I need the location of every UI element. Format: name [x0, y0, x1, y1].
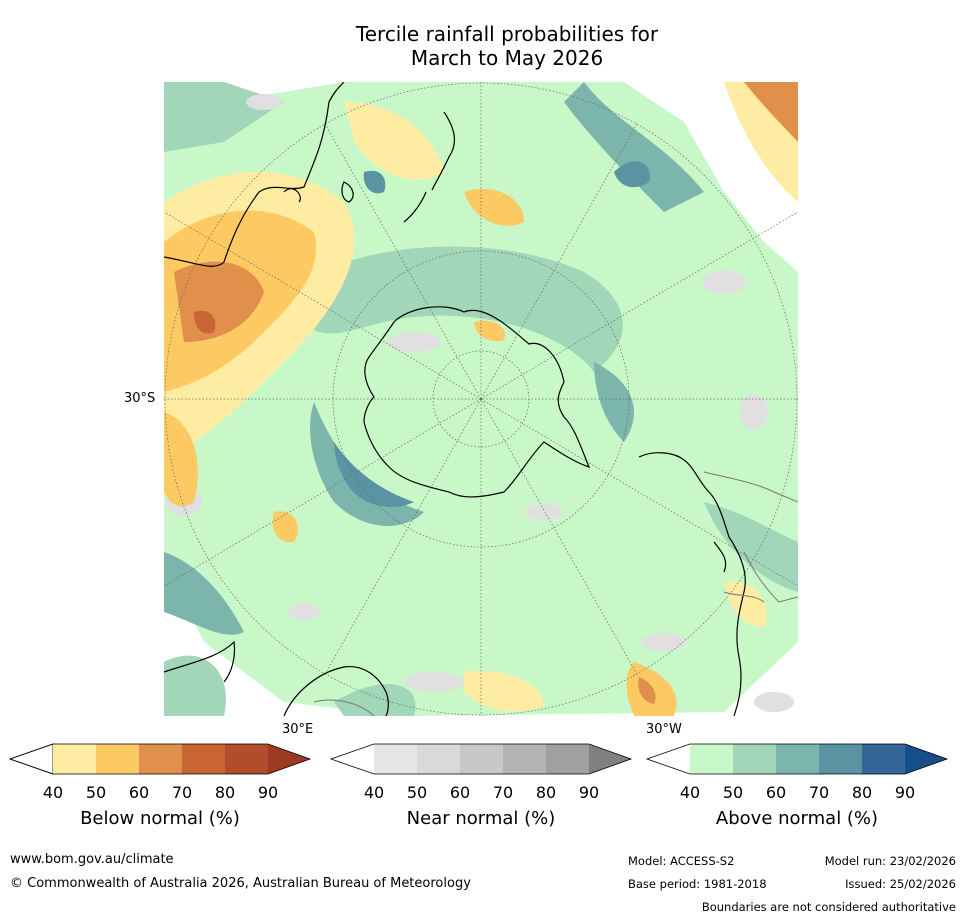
cbar-near-swatch-3 — [460, 744, 503, 774]
colorbar-near-normal-svg — [329, 743, 633, 775]
footer-model: Model: ACCESS-S2 — [628, 854, 735, 868]
antarctica-coast — [363, 306, 591, 498]
cbar-above-swatch-1 — [690, 744, 733, 774]
cbar-below-swatch-4 — [182, 744, 225, 774]
south-america-coast — [638, 452, 746, 716]
colorbar-near-normal — [329, 743, 633, 775]
below-normal-regions — [164, 82, 798, 716]
cbar-below-tick-5: 90 — [257, 783, 279, 802]
lon-label-30e: 30°E — [282, 722, 314, 737]
cbar-near-tick-0: 40 — [363, 783, 385, 802]
polar-map-svg — [164, 82, 798, 716]
map-title-line2: March to May 2026 — [410, 46, 604, 70]
map-title: Tercile rainfall probabilities for March… — [164, 22, 850, 70]
cbar-near-tick-3: 70 — [492, 783, 514, 802]
footer-model-run: Model run: 23/02/2026 — [824, 854, 956, 868]
cbar-below-tick-0: 40 — [42, 783, 64, 802]
cbar-above-tick-1: 50 — [722, 783, 744, 802]
cbar-below-swatch-3 — [139, 744, 182, 774]
cbar-above-swatch-4 — [819, 744, 862, 774]
cbar-below-tick-1: 50 — [85, 783, 107, 802]
cbar-above-swatch-6 — [905, 744, 947, 774]
cbar-below-swatch-2 — [96, 744, 139, 774]
colorbar-above-normal-svg — [645, 743, 949, 775]
cbar-above-swatch-2 — [733, 744, 776, 774]
country-borders — [313, 471, 798, 716]
cbar-near-tick-5: 90 — [578, 783, 600, 802]
cbar-near-tick-4: 80 — [535, 783, 557, 802]
cbar-above-swatch-0 — [647, 744, 690, 774]
footer-website: www.bom.gov.au/climate — [10, 852, 174, 867]
lat-label-30s: 30°S — [124, 391, 156, 406]
footer-disclaimer: Boundaries are not considered authoritat… — [701, 900, 956, 914]
cbar-below-swatch-0 — [8, 743, 54, 775]
footer-base-period: Base period: 1981-2018 — [628, 877, 767, 891]
cbar-below-swatch-6 — [268, 744, 310, 774]
cbar-near-swatch-0 — [331, 744, 374, 774]
colorbar-below-normal — [8, 743, 312, 775]
cbar-below-tick-4: 80 — [214, 783, 236, 802]
africa-coast — [164, 640, 389, 716]
cbar-above-tick-2: 60 — [765, 783, 787, 802]
cbar-above-swatch-3 — [776, 744, 819, 774]
cbar-near-tick-1: 50 — [406, 783, 428, 802]
cbar-near-label: Near normal (%) — [406, 808, 556, 829]
cbar-above-tick-0: 40 — [679, 783, 701, 802]
map-title-line1: Tercile rainfall probabilities for — [355, 22, 659, 46]
footer-issued: Issued: 25/02/2026 — [845, 877, 956, 891]
new-zealand-coast — [403, 111, 456, 223]
cbar-near-swatch-6 — [589, 744, 631, 774]
colorbar-above-normal — [645, 743, 949, 775]
cbar-above-tick-3: 70 — [808, 783, 830, 802]
cbar-above-label: Above normal (%) — [715, 808, 879, 829]
coastlines — [164, 82, 746, 716]
cbar-below-swatch-5 — [225, 744, 268, 774]
cbar-below-tick-3: 70 — [171, 783, 193, 802]
cbar-above-tick-5: 90 — [894, 783, 916, 802]
cbar-above-tick-4: 80 — [851, 783, 873, 802]
australia-coast — [164, 82, 345, 267]
colorbar-below-normal-svg — [8, 743, 312, 775]
polar-map[interactable] — [164, 82, 798, 716]
cbar-below-label: Below normal (%) — [80, 808, 240, 829]
cbar-below-swatch-1 — [53, 744, 96, 774]
cbar-near-swatch-4 — [503, 744, 546, 774]
cbar-near-swatch-5 — [546, 744, 589, 774]
footer-copyright: © Commonwealth of Australia 2026, Austra… — [10, 876, 471, 891]
cbar-near-swatch-1 — [374, 744, 417, 774]
cbar-above-swatch-5 — [862, 744, 905, 774]
cbar-below-tick-2: 60 — [128, 783, 150, 802]
cbar-near-swatch-2 — [417, 744, 460, 774]
cbar-near-tick-2: 60 — [449, 783, 471, 802]
graticule — [164, 82, 798, 716]
lon-label-30w: 30°W — [646, 722, 682, 737]
